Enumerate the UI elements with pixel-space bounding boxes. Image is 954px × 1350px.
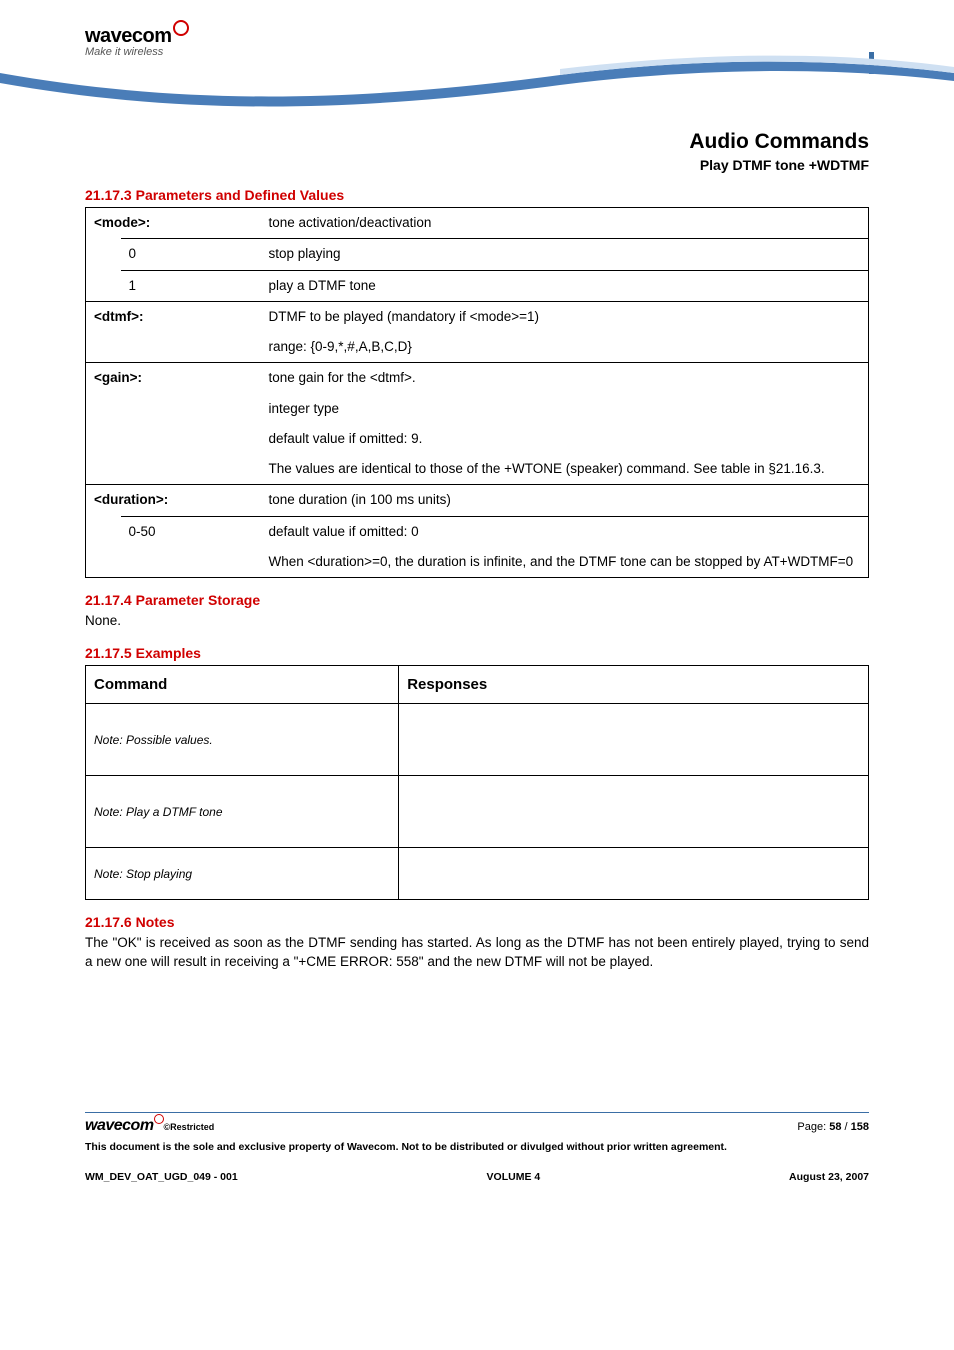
example-response [399,703,869,775]
param-indent [86,270,121,301]
examples-col-command: Command [86,665,399,703]
section-examples-header: 21.17.5 Examples [85,645,869,661]
params-table: <mode>: tone activation/deactivation 0 s… [85,207,869,578]
param-value-desc: stop playing [261,239,869,270]
footer-page: Page: 58 / 158 [797,1121,869,1133]
footer-page-total: 158 [851,1121,869,1133]
param-desc: default value if omitted: 9. [261,424,869,454]
section-params-header: 21.17.3 Parameters and Defined Values [85,187,869,203]
header-swoosh [0,55,954,135]
param-desc: The values are identical to those of the… [261,454,869,485]
logo-tagline: Make it wireless [85,46,189,58]
example-row: Note: Play a DTMF tone [86,775,399,847]
footer-page-sep: / [841,1121,850,1133]
param-name-mode: <mode>: [86,208,261,239]
example-response [399,775,869,847]
param-desc: integer type [261,394,869,424]
logo-block: wavecom Make it wireless [85,25,189,58]
examples-col-responses: Responses [399,665,869,703]
page-title: Audio Commands [85,130,869,154]
example-response [399,847,869,899]
logo-brand: wavecom [85,25,172,47]
param-value: 0-50 [121,516,261,578]
param-desc: DTMF to be played (mandatory if <mode>=1… [261,301,869,332]
param-value: 0 [121,239,261,270]
header-accent-bar [869,52,874,74]
section-storage-header: 21.17.4 Parameter Storage [85,592,869,608]
title-block: Audio Commands Play DTMF tone +WDTMF [85,130,869,173]
footer-left: wavecom ©Restricted [85,1117,214,1135]
page-content: Audio Commands Play DTMF tone +WDTMF 21.… [0,130,954,1002]
footer-logo-text: wavecom [85,1117,154,1134]
footer-date: August 23, 2007 [789,1171,869,1183]
param-value-desc: play a DTMF tone [261,270,869,301]
footer-row-bottom: WM_DEV_OAT_UGD_049 - 001 VOLUME 4 August… [85,1171,869,1183]
footer-logo: wavecom [85,1117,154,1134]
example-row: Note: Stop playing [86,847,399,899]
param-desc: tone duration (in 100 ms units) [261,485,869,516]
examples-table: Command Responses Note: Possible values.… [85,665,869,900]
example-note: Note: Stop playing [94,867,192,881]
footer-volume: VOLUME 4 [487,1171,541,1183]
param-name-duration: <duration>: [86,485,261,516]
param-indent [86,516,121,578]
param-name-dtmf: <dtmf>: [86,301,261,363]
example-note: Note: Possible values. [94,733,213,747]
logo-swirl-icon [173,20,189,36]
footer-row-top: wavecom ©Restricted Page: 58 / 158 [85,1117,869,1135]
page-subtitle: Play DTMF tone +WDTMF [85,157,869,173]
section-notes-header: 21.17.6 Notes [85,914,869,930]
footer-disclaimer: This document is the sole and exclusive … [85,1141,869,1153]
footer-restricted: ©Restricted [164,1122,215,1132]
footer-page-label: Page: [797,1121,829,1133]
storage-body: None. [85,612,869,631]
param-desc: tone activation/deactivation [261,208,869,239]
page-header: wavecom Make it wireless [0,0,954,130]
param-value-desc: default value if omitted: 0 [261,516,869,547]
param-name-gain: <gain>: [86,363,261,485]
param-value: 1 [121,270,261,301]
notes-body: The "OK" is received as soon as the DTMF… [85,934,869,972]
param-value-desc: When <duration>=0, the duration is infin… [261,547,869,578]
footer-docref: WM_DEV_OAT_UGD_049 - 001 [85,1171,238,1183]
param-indent [86,239,121,270]
example-note: Note: Play a DTMF tone [94,805,223,819]
page-footer: wavecom ©Restricted Page: 58 / 158 This d… [85,1112,869,1183]
footer-swirl-icon [154,1114,164,1124]
param-desc: range: {0-9,*,#,A,B,C,D} [261,332,869,363]
example-row: Note: Possible values. [86,703,399,775]
footer-page-current: 58 [829,1121,841,1133]
param-desc: tone gain for the <dtmf>. [261,363,869,394]
